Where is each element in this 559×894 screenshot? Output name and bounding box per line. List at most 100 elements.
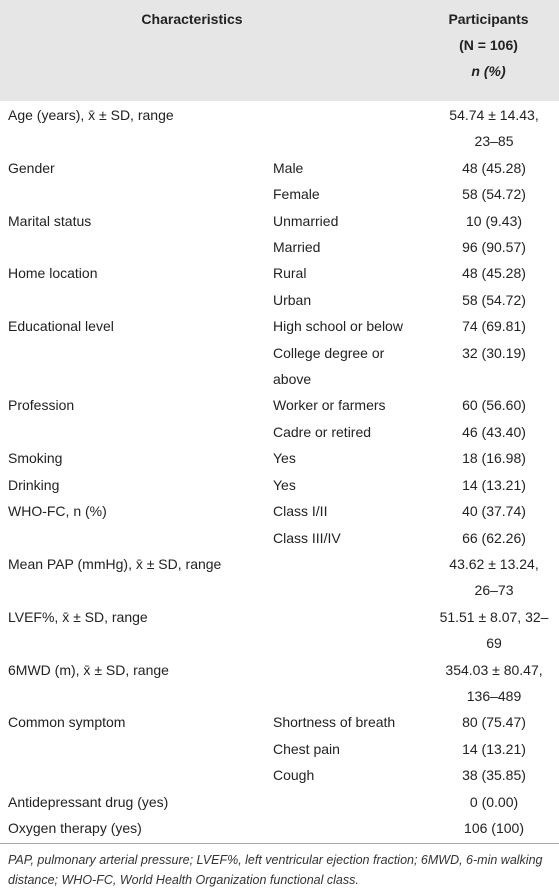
row-sublabel: College degree or above — [273, 344, 385, 388]
row-value: 58 (54.72) — [462, 291, 526, 308]
row-value: 58 (54.72) — [462, 186, 526, 203]
header-characteristics: Characteristics — [0, 0, 424, 101]
row-value: 51.51 ± 8.07, 32–69 — [439, 608, 549, 652]
header-line: (N = 106) — [459, 37, 518, 53]
row-value: 14 (13.21) — [462, 740, 526, 757]
table-row: Drinking Yes 14 (13.21) — [0, 472, 559, 498]
table-row: 6MWD (m), x̄ ± SD, range 354.03 ± 80.47, … — [0, 657, 559, 710]
row-label: 6MWD (m), x̄ ± SD, range — [8, 661, 169, 678]
row-label — [0, 736, 273, 762]
row-label — [0, 287, 273, 313]
row-sublabel: Married — [273, 239, 321, 256]
row-value: 60 (56.60) — [462, 397, 526, 414]
row-sublabel — [273, 101, 423, 155]
row-sublabel: Urban — [273, 291, 312, 308]
row-value: 46 (43.40) — [462, 423, 526, 440]
row-label: Profession — [8, 397, 75, 414]
row-sublabel — [273, 551, 423, 604]
table-row: Chest pain 14 (13.21) — [0, 736, 559, 762]
row-value: 10 (9.43) — [465, 212, 523, 229]
row-value: 18 (16.98) — [462, 450, 526, 467]
row-label: Age (years), x̄ ± SD, range — [8, 107, 174, 123]
row-label: Oxygen therapy (yes) — [0, 814, 273, 845]
row-sublabel: Cough — [273, 767, 315, 784]
row-value: 66 (62.26) — [462, 529, 526, 546]
table-row: Age (years), x̄ ± SD, range 54.74 ± 14.43… — [0, 101, 559, 155]
table-row: LVEF%, x̄ ± SD, range 51.51 ± 8.07, 32–69 — [0, 604, 559, 657]
row-label — [0, 762, 273, 788]
row-sublabel: Female — [273, 186, 320, 203]
row-label: Common symptom — [8, 714, 126, 731]
table-row: Antidepressant drug (yes) 0 (0.00) — [0, 789, 559, 815]
table-row: Urban 58 (54.72) — [0, 287, 559, 313]
row-value: 80 (75.47) — [462, 714, 526, 731]
row-label: Smoking — [8, 450, 63, 467]
header-participants: Participants (N = 106) n (%) — [423, 0, 559, 101]
row-sublabel: Male — [273, 159, 304, 176]
row-sublabel: Yes — [273, 450, 296, 467]
row-sublabel: Shortness of breath — [273, 714, 396, 731]
row-label: Home location — [8, 265, 98, 282]
table-row: Common symptom Shortness of breath 80 (75.… — [0, 709, 559, 735]
table-row: Cadre or retired 46 (43.40) — [0, 419, 559, 445]
row-label — [0, 234, 273, 260]
row-sublabel — [273, 814, 424, 845]
row-label — [0, 181, 273, 207]
row-value: 54.74 ± 14.43, 23–85 — [449, 107, 539, 150]
row-value: 14 (13.21) — [462, 476, 526, 493]
row-label — [0, 340, 273, 393]
row-sublabel — [273, 604, 423, 657]
row-sublabel: High school or below — [273, 318, 403, 335]
row-label: Gender — [8, 159, 55, 176]
row-sublabel — [273, 789, 423, 815]
table-body: Age (years), x̄ ± SD, range 54.74 ± 14.43… — [0, 101, 559, 845]
table-row: WHO-FC, n (%) Class I/II 40 (37.74) — [0, 498, 559, 524]
row-label: Antidepressant drug (yes) — [8, 793, 169, 810]
table-row: Female 58 (54.72) — [0, 181, 559, 207]
row-value: 48 (45.28) — [462, 265, 526, 282]
row-value: 32 (30.19) — [462, 344, 526, 361]
row-label: LVEF%, x̄ ± SD, range — [8, 608, 148, 625]
row-sublabel: Yes — [273, 476, 296, 493]
row-value: 96 (90.57) — [462, 239, 526, 256]
table-row: Cough 38 (35.85) — [0, 762, 559, 788]
table-row: Educational level High school or below 74 … — [0, 313, 559, 339]
table-row: Smoking Yes 18 (16.98) — [0, 445, 559, 471]
row-value: 43.62 ± 13.24, 26–73 — [449, 555, 539, 599]
row-sublabel: Rural — [273, 265, 307, 282]
footnote: PAP, pulmonary arterial pressure; LVEF%,… — [8, 853, 543, 888]
row-sublabel: Worker or farmers — [273, 397, 386, 414]
row-value: 40 (37.74) — [462, 503, 526, 520]
row-label: Drinking — [8, 476, 60, 493]
row-label: Marital status — [8, 212, 92, 229]
row-sublabel — [273, 657, 423, 710]
table-row: Profession Worker or farmers 60 (56.60) — [0, 392, 559, 418]
row-label: Educational level — [8, 318, 114, 335]
table-row: Mean PAP (mmHg), x̄ ± SD, range 43.62 ± 1… — [0, 551, 559, 604]
header-line: Participants — [448, 11, 529, 27]
row-sublabel: Class I/II — [273, 503, 328, 520]
row-value: 74 (69.81) — [462, 318, 526, 335]
row-sublabel: Cadre or retired — [273, 423, 372, 440]
table-row: Gender Male 48 (45.28) — [0, 155, 559, 181]
row-label: WHO-FC, n (%) — [8, 503, 107, 520]
table-row: College degree or above 32 (30.19) — [0, 340, 559, 393]
header-row: Characteristics Participants (N = 106) n… — [0, 0, 559, 101]
table-row: Oxygen therapy (yes) 106 (100) — [0, 814, 559, 845]
row-value: 38 (35.85) — [462, 767, 526, 784]
row-value: 48 (45.28) — [462, 159, 526, 176]
table-row: Married 96 (90.57) — [0, 234, 559, 260]
row-value: 0 (0.00) — [469, 793, 519, 810]
row-sublabel: Chest pain — [273, 740, 340, 757]
table-row: Marital status Unmarried 10 (9.43) — [0, 208, 559, 234]
row-sublabel: Unmarried — [273, 212, 339, 229]
row-sublabel: Class III/IV — [273, 529, 341, 546]
row-label — [0, 525, 273, 551]
row-label — [0, 419, 273, 445]
header-line: n (%) — [471, 63, 506, 79]
characteristics-table: Characteristics Participants (N = 106) n… — [0, 0, 559, 845]
row-value: 354.03 ± 80.47, 136–489 — [445, 661, 543, 704]
row-value: 106 (100) — [423, 814, 559, 845]
row-label: Mean PAP (mmHg), x̄ ± SD, range — [8, 555, 222, 572]
